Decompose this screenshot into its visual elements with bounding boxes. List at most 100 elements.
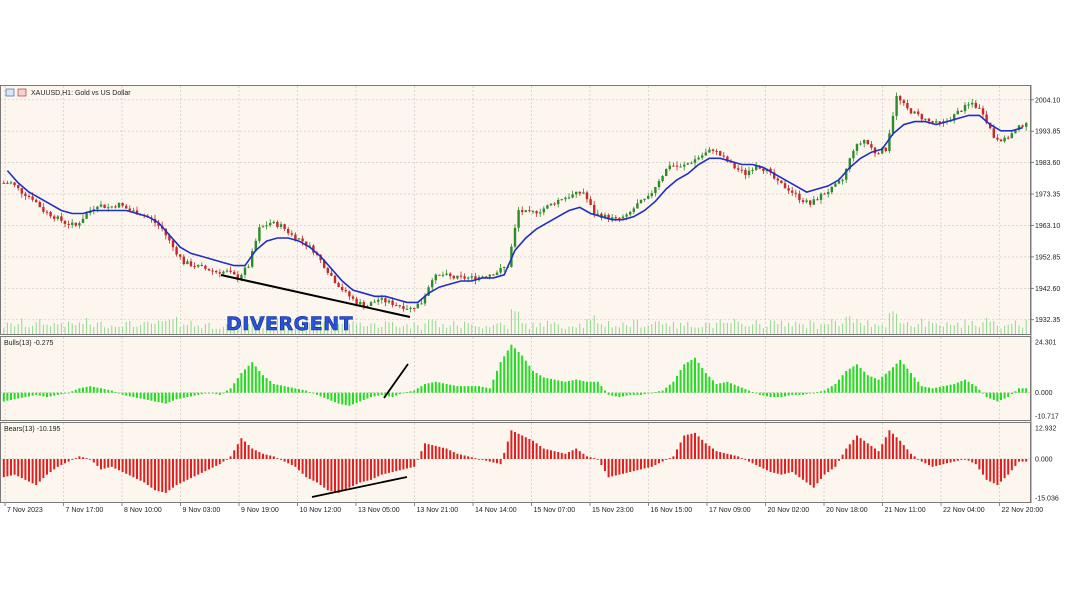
- bull-candle: [611, 214, 614, 223]
- time-tick-label: 15 Nov 07:00: [534, 507, 576, 514]
- bears-bar: [89, 458, 92, 460]
- bulls-bar: [733, 384, 736, 393]
- candle-body: [20, 188, 23, 194]
- bull-candle: [377, 296, 380, 305]
- bears-bar: [989, 458, 992, 482]
- volume-bar: [359, 322, 361, 334]
- bulls-bar: [600, 386, 603, 393]
- volume-bar: [798, 323, 800, 334]
- volume-bar: [334, 322, 336, 334]
- candle-body: [351, 296, 355, 299]
- bears-bar: [298, 458, 300, 471]
- bulls-bar: [236, 378, 239, 393]
- volume-bar: [935, 323, 937, 334]
- bears-bar: [856, 435, 858, 459]
- volume-bar: [521, 322, 523, 334]
- bulls-bar: [992, 392, 995, 400]
- bulls-bar: [575, 379, 578, 393]
- candle-body: [312, 245, 315, 253]
- volume-bar: [816, 329, 818, 334]
- bears-bar: [190, 458, 192, 479]
- bears-bar: [28, 458, 30, 482]
- bears-bar: [218, 458, 221, 465]
- volume-bar: [366, 326, 368, 334]
- bears-bar: [884, 437, 887, 459]
- candle-body: [578, 191, 581, 194]
- bulls-bar: [380, 392, 383, 395]
- volume-bar: [604, 326, 606, 334]
- volume-bar: [460, 327, 462, 334]
- candle-body: [488, 274, 491, 277]
- bears-bar: [820, 458, 822, 479]
- bulls-bar: [265, 378, 268, 393]
- volume-bar: [644, 326, 646, 334]
- bull-candle: [441, 271, 445, 278]
- bear-candle: [384, 296, 387, 307]
- bears-bar: [517, 433, 520, 459]
- bears-bar: [496, 458, 498, 464]
- bull-candle: [1025, 121, 1028, 131]
- candle-body: [200, 265, 203, 267]
- bears-bar: [341, 458, 344, 492]
- bulls-bar: [1014, 391, 1017, 393]
- bears-bar: [204, 458, 207, 472]
- bull-candle: [888, 129, 891, 154]
- volume-bar: [417, 325, 419, 334]
- bears-bar: [308, 458, 311, 479]
- time-tick-label: 15 Nov 23:00: [592, 507, 634, 514]
- candle-body: [283, 224, 286, 230]
- bulls-bar: [928, 387, 930, 393]
- bears-bar: [31, 458, 34, 484]
- bulls-bar: [175, 392, 178, 400]
- candle-body: [427, 287, 430, 296]
- volume-bar: [834, 320, 836, 334]
- bulls-bar: [967, 381, 970, 393]
- bulls-bar: [172, 392, 174, 401]
- bears-bar: [38, 458, 41, 482]
- volume-bar: [885, 327, 887, 334]
- candle-body: [373, 301, 376, 303]
- candle-body: [708, 149, 711, 153]
- bulls-bar: [676, 375, 678, 393]
- bulls-bar: [816, 391, 819, 393]
- bulls-bar: [510, 344, 513, 393]
- volume-bar: [924, 326, 926, 334]
- bulls-bar: [445, 383, 448, 393]
- candle-body: [348, 291, 351, 297]
- candle-body: [855, 144, 859, 151]
- bulls-bar: [906, 368, 909, 393]
- volume-bar: [737, 321, 739, 334]
- bears-bar: [258, 452, 261, 459]
- candle-body: [852, 150, 855, 159]
- bears-bar: [60, 458, 63, 466]
- bear-candle: [715, 148, 718, 156]
- volume-bar: [1025, 319, 1027, 334]
- volume-bar: [251, 316, 253, 334]
- bears-bar: [262, 453, 264, 459]
- bull-candle: [647, 192, 650, 200]
- bears-bar: [647, 458, 650, 468]
- bulls-bar: [802, 392, 804, 395]
- bull-candle: [71, 218, 74, 229]
- bear-candle: [45, 210, 49, 216]
- bears-bar: [643, 458, 646, 469]
- bears-bar: [521, 435, 524, 459]
- volume-histogram: [3, 309, 1027, 334]
- bull-candle: [654, 186, 657, 197]
- candle-body: [593, 204, 596, 215]
- bear-candle: [175, 245, 178, 257]
- bears-bar: [168, 458, 171, 491]
- bear-candle: [351, 294, 355, 301]
- bears-bar: [611, 458, 614, 477]
- candle-body: [679, 166, 682, 168]
- volume-bar: [168, 320, 170, 334]
- bears-bar: [13, 458, 16, 475]
- volume-bar: [154, 323, 156, 334]
- bears-bar: [823, 458, 826, 475]
- bull-candle: [852, 149, 855, 162]
- volume-bar: [93, 326, 95, 334]
- candle-body: [38, 202, 41, 208]
- bears-bar: [143, 458, 146, 483]
- bulls-bar: [539, 375, 542, 393]
- bears-bar: [931, 458, 934, 467]
